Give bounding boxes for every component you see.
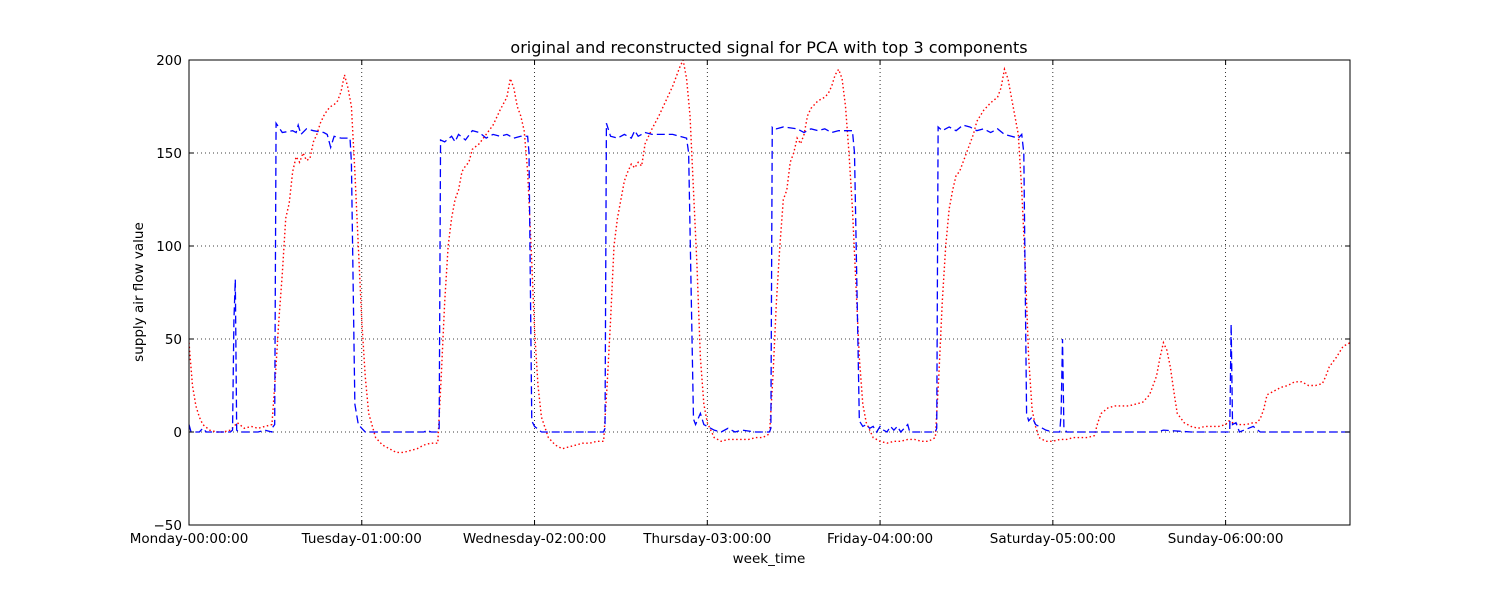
series-line-original bbox=[189, 123, 1350, 432]
x-tick-label: Tuesday-01:00:00 bbox=[301, 531, 422, 547]
grid-layer bbox=[189, 60, 1350, 525]
x-axis-label: week_time bbox=[733, 551, 806, 567]
series-layer bbox=[189, 60, 1350, 452]
x-tick-label: Monday-00:00:00 bbox=[130, 531, 249, 547]
x-tick-label: Wednesday-02:00:00 bbox=[463, 531, 606, 547]
y-tick-label: 50 bbox=[165, 332, 182, 348]
plot-frame bbox=[189, 60, 1350, 525]
x-tick-label: Thursday-03:00:00 bbox=[642, 531, 771, 547]
y-axis-label: supply air flow value bbox=[131, 222, 147, 362]
x-tick-label: Sunday-06:00:00 bbox=[1168, 531, 1284, 547]
x-tick-label: Friday-04:00:00 bbox=[827, 531, 933, 547]
series-line-reconstructed bbox=[189, 60, 1350, 452]
y-tick-label: 200 bbox=[156, 53, 182, 69]
tick-layer: Monday-00:00:00 Tuesday-01:00:00 Wednesday… bbox=[130, 53, 1350, 547]
x-tick-label: Saturday-05:00:00 bbox=[990, 531, 1116, 547]
y-tick-label: 100 bbox=[156, 239, 182, 255]
y-tick-label: 150 bbox=[156, 146, 182, 162]
y-tick-label: 0 bbox=[173, 425, 182, 441]
y-tick-label: −50 bbox=[154, 518, 183, 534]
chart-title: original and reconstructed signal for PC… bbox=[510, 38, 1027, 57]
